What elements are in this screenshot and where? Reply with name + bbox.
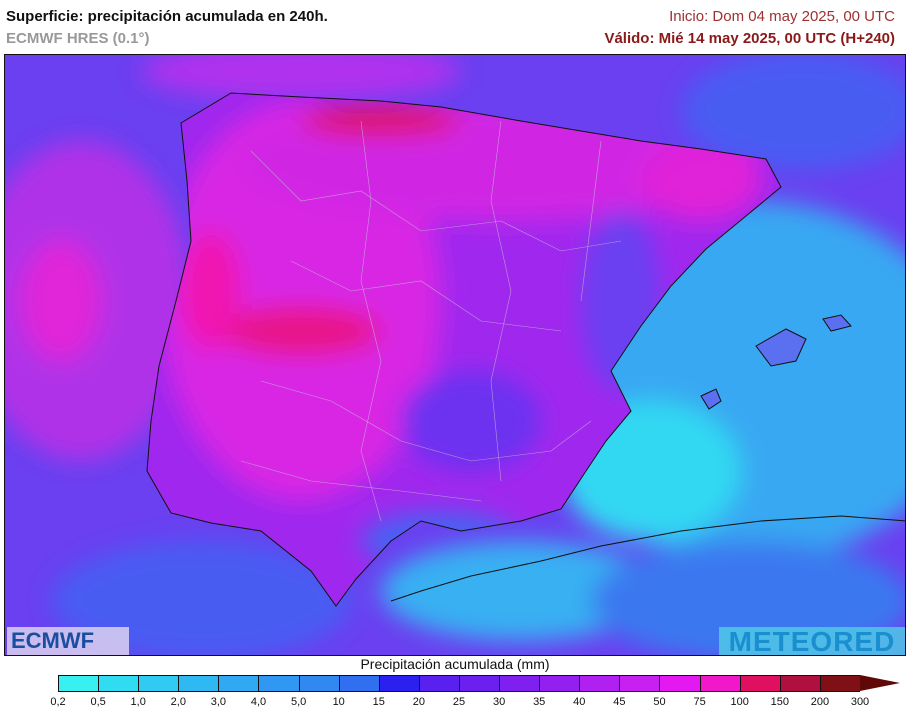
legend-tick-label: 0,2 xyxy=(50,696,66,708)
legend-tick-label: 30 xyxy=(492,696,506,708)
legend-tick-label: 50 xyxy=(653,696,666,708)
legend-tick-label: 100 xyxy=(730,696,749,708)
legend-color-box xyxy=(58,675,99,692)
legend-tick-label: 3,0 xyxy=(210,696,227,708)
legend-color-box xyxy=(138,675,179,692)
legend-tick-label: 200 xyxy=(810,696,830,708)
legend-color-box xyxy=(458,675,500,692)
legend-color-box xyxy=(178,675,219,692)
legend-color-box xyxy=(779,675,820,692)
meteored-logo: METEORED xyxy=(719,627,905,655)
balearic-islands xyxy=(700,314,852,410)
africa-coastline xyxy=(390,515,905,602)
legend-color-box xyxy=(298,675,339,692)
legend-tick-label: 40 xyxy=(573,696,586,708)
legend-color-box xyxy=(98,675,139,692)
legend-tick-label: 5,0 xyxy=(290,696,307,708)
precipitation-map[interactable]: ECMWF METEORED xyxy=(4,54,906,656)
legend-tick-label: 75 xyxy=(693,696,706,708)
model-label: ECMWF HRES (0.1°) xyxy=(6,30,150,47)
legend-tick-label: 15 xyxy=(372,696,385,708)
legend-tick-label: 10 xyxy=(332,696,345,708)
legend-color-box xyxy=(258,675,299,692)
legend-color-box xyxy=(819,675,860,692)
legend-color-box xyxy=(659,675,700,692)
legend-tick-label: 0,5 xyxy=(90,696,106,708)
legend-tick-label: 45 xyxy=(613,696,626,708)
ecmwf-logo: ECMWF xyxy=(7,627,129,655)
legend-tick-label: 20 xyxy=(412,696,426,708)
legend-color-box xyxy=(418,675,459,692)
legend-colorbar xyxy=(58,675,900,692)
legend-tick-label: 35 xyxy=(533,696,546,708)
legend-color-box xyxy=(619,675,660,692)
legend-color-box xyxy=(699,675,740,692)
legend-title: Precipitación acumulada (mm) xyxy=(360,656,550,672)
map-canvas xyxy=(5,55,905,655)
legend-color-box xyxy=(579,675,620,692)
legend-tick-label: 300 xyxy=(850,696,870,708)
legend-tick-label: 25 xyxy=(452,696,466,708)
legend-color-box xyxy=(218,675,259,692)
legend-tick-label: 150 xyxy=(770,696,789,708)
legend-color-box xyxy=(499,675,540,692)
legend-tick-label: 1,0 xyxy=(130,696,146,708)
legend-tick-label: 4,0 xyxy=(250,696,267,708)
legend-color-box xyxy=(338,675,379,692)
legend-color-box xyxy=(739,675,780,692)
legend-overflow-arrow xyxy=(859,675,900,691)
valid-time: Válido: Mié 14 may 2025, 00 UTC (H+240) xyxy=(604,30,895,47)
province-borders xyxy=(240,120,622,522)
init-time: Inicio: Dom 04 may 2025, 00 UTC xyxy=(669,8,895,25)
legend-tick-label: 2,0 xyxy=(170,696,186,708)
legend-color-box xyxy=(378,675,419,692)
legend-color-box xyxy=(539,675,580,692)
map-title: Superficie: precipitación acumulada en 2… xyxy=(6,8,328,25)
